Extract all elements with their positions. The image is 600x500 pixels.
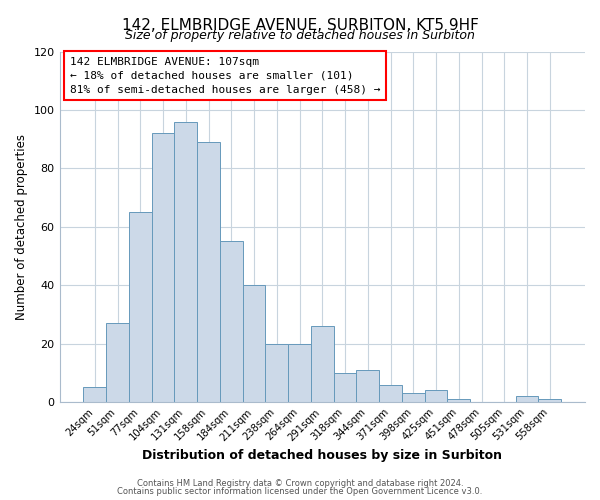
Bar <box>106 323 129 402</box>
X-axis label: Distribution of detached houses by size in Surbiton: Distribution of detached houses by size … <box>142 450 502 462</box>
Bar <box>448 399 470 402</box>
Bar <box>311 326 334 402</box>
Bar <box>220 242 242 402</box>
Bar <box>197 142 220 402</box>
Text: Contains HM Land Registry data © Crown copyright and database right 2024.: Contains HM Land Registry data © Crown c… <box>137 479 463 488</box>
Bar <box>379 384 402 402</box>
Y-axis label: Number of detached properties: Number of detached properties <box>15 134 28 320</box>
Bar <box>334 373 356 402</box>
Bar <box>242 285 265 402</box>
Bar <box>356 370 379 402</box>
Text: 142, ELMBRIDGE AVENUE, SURBITON, KT5 9HF: 142, ELMBRIDGE AVENUE, SURBITON, KT5 9HF <box>122 18 478 32</box>
Bar <box>425 390 448 402</box>
Bar <box>175 122 197 402</box>
Text: Contains public sector information licensed under the Open Government Licence v3: Contains public sector information licen… <box>118 487 482 496</box>
Bar <box>265 344 288 402</box>
Text: 142 ELMBRIDGE AVENUE: 107sqm
← 18% of detached houses are smaller (101)
81% of s: 142 ELMBRIDGE AVENUE: 107sqm ← 18% of de… <box>70 57 380 95</box>
Bar <box>515 396 538 402</box>
Bar <box>152 134 175 402</box>
Text: Size of property relative to detached houses in Surbiton: Size of property relative to detached ho… <box>125 29 475 42</box>
Bar <box>538 399 561 402</box>
Bar <box>83 388 106 402</box>
Bar <box>129 212 152 402</box>
Bar <box>402 394 425 402</box>
Bar <box>288 344 311 402</box>
